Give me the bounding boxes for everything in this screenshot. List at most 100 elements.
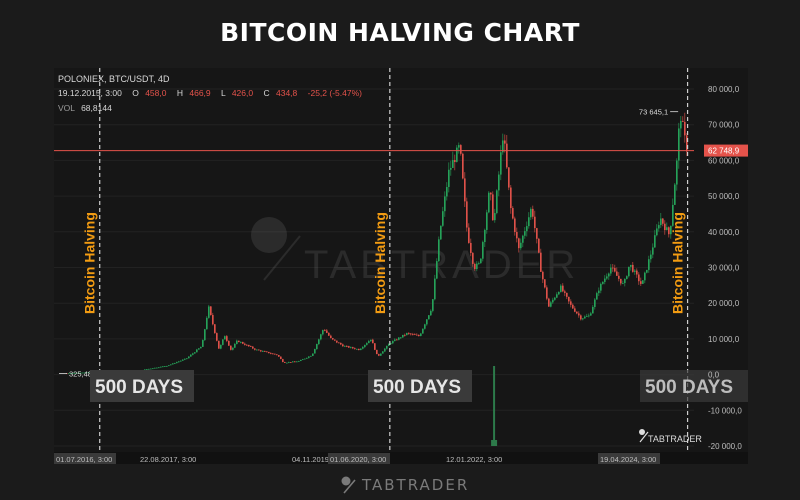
candle-body [500, 152, 502, 175]
candle-body [302, 359, 304, 361]
days-label: 500 DAYS [645, 377, 733, 398]
candle-body [212, 314, 214, 325]
candle-body [614, 268, 616, 272]
candle-body [368, 341, 370, 344]
candle-body [648, 259, 650, 270]
candle-body [672, 204, 674, 226]
candle-body [578, 313, 580, 316]
candle-body [176, 362, 178, 364]
candle-body [286, 362, 288, 364]
candle-body [458, 145, 460, 148]
candle-body [156, 367, 158, 369]
candle-body [158, 367, 160, 369]
candle-body [412, 334, 414, 336]
candle-body [626, 276, 628, 279]
candle-body [374, 343, 376, 350]
candle-body [436, 261, 438, 279]
candle-body [632, 264, 634, 272]
candle-body [378, 354, 380, 356]
candle-body [562, 285, 564, 292]
candle-body [596, 293, 598, 300]
candle-body [512, 208, 514, 219]
candle-body [548, 298, 550, 307]
x-tick-highlight [328, 453, 390, 464]
candle-body [442, 211, 444, 226]
candle-body [554, 297, 556, 300]
candle-body [586, 316, 588, 317]
candle-body [80, 372, 82, 374]
candle-body [72, 372, 74, 374]
candle-body [168, 365, 170, 367]
candle-body [370, 339, 372, 342]
candle-body [174, 363, 176, 364]
candle-body [638, 274, 640, 282]
candle-body [426, 319, 428, 325]
candle-body [544, 279, 546, 288]
candle-body [266, 351, 268, 353]
candle-body [146, 369, 148, 371]
candle-body [518, 238, 520, 249]
candle-body [418, 334, 420, 336]
candle-body [610, 267, 612, 274]
candle-body [444, 196, 446, 212]
candle-body [424, 324, 426, 329]
candle-body [494, 213, 496, 221]
candle-body [304, 358, 306, 360]
small-logo-slash [639, 431, 649, 443]
candle-body [538, 238, 540, 253]
candle-body [600, 283, 602, 291]
candle-body [608, 273, 610, 277]
candle-body [528, 217, 530, 227]
candle-body [656, 228, 658, 236]
volume-bar [493, 366, 496, 446]
halving-markers: Bitcoin Halving Bitcoin Halving Bitcoin Ha… [82, 68, 689, 452]
candle-body [536, 228, 538, 239]
candle-body [192, 353, 194, 355]
candle-body [468, 227, 470, 243]
price-chart[interactable]: TABTRADER 73 645,1 325,480 Bitcoin Halvin… [54, 68, 748, 464]
candle-body [278, 354, 280, 357]
candle-body [298, 361, 300, 362]
candle-body [420, 333, 422, 336]
candle-body [584, 316, 586, 319]
candle-body [636, 270, 638, 275]
candle-body [210, 306, 212, 315]
candle-body [242, 342, 244, 344]
candle-body [166, 365, 168, 367]
chart-area[interactable]: TABTRADER 73 645,1 325,480 Bitcoin Halvin… [54, 68, 748, 464]
candle-body [70, 373, 72, 374]
candle-body [534, 216, 536, 229]
candle-body [496, 190, 498, 214]
y-tick-label: 80 000,0 [708, 85, 740, 94]
candle-body [312, 353, 314, 356]
candle-body [84, 372, 86, 374]
candle-body [662, 218, 664, 224]
candle-body [552, 299, 554, 303]
candle-body [400, 337, 402, 339]
candle-body [498, 174, 500, 191]
chart-title: BITCOIN HALVING CHART [220, 18, 580, 47]
days-label-box [368, 370, 472, 402]
candle-body [606, 276, 608, 279]
candle-body [322, 330, 324, 335]
candle-body [490, 192, 492, 195]
y-tick-label: -20 000,0 [708, 442, 742, 451]
candle-body [456, 147, 458, 162]
candle-body [388, 344, 390, 346]
candle-body [348, 346, 350, 348]
candle-body [172, 363, 174, 365]
candle-body [254, 348, 256, 350]
candle-body [334, 339, 336, 341]
footer-logo-text: TABTRADER [362, 476, 470, 494]
ohlc-line: 19.12.2015, 3:00 O 458,0 H 466,9 L 426,0… [58, 88, 362, 98]
candle-body [202, 340, 204, 347]
bar-date: 19.12.2015, 3:00 [58, 88, 122, 98]
candle-body [308, 356, 310, 358]
candle-body [440, 225, 442, 240]
candle-body [510, 187, 512, 209]
candle-body [292, 361, 294, 363]
candle-body [446, 187, 448, 197]
candle-body [582, 318, 584, 320]
candle-body [180, 360, 182, 362]
candle-body [232, 347, 234, 350]
